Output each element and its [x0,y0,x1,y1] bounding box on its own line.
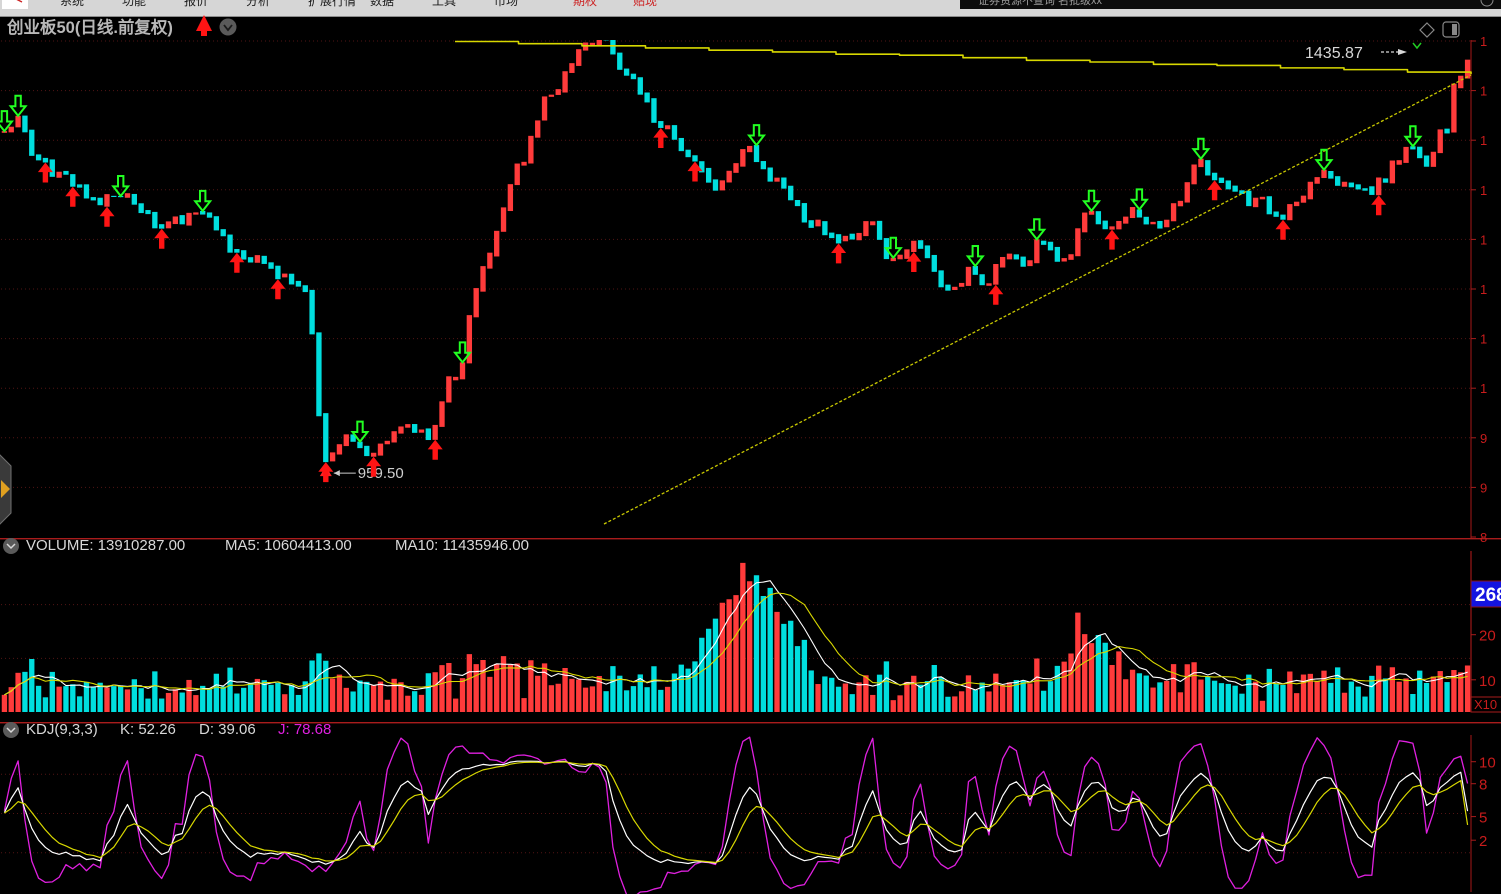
svg-text:1: 1 [1480,183,1487,198]
svg-text:D: 39.06: D: 39.06 [199,721,256,738]
svg-text:1435.87: 1435.87 [1305,45,1363,62]
svg-text:KDJ(9,3,3): KDJ(9,3,3) [26,721,98,738]
svg-text:1: 1 [1480,232,1487,247]
svg-text:2: 2 [1479,833,1487,850]
svg-text:市场: 市场 [494,0,518,8]
svg-text:分析: 分析 [246,0,270,8]
svg-text:1: 1 [1480,381,1487,396]
svg-text:5: 5 [1479,810,1487,827]
svg-text:报价: 报价 [184,0,208,8]
svg-text:8: 8 [1479,777,1487,794]
svg-text:20: 20 [1479,628,1496,645]
svg-text:X10: X10 [1474,697,1497,712]
svg-text:9: 9 [1480,480,1487,495]
svg-text:9: 9 [1480,431,1487,446]
svg-text:1: 1 [1480,34,1487,49]
svg-text:J: 78.68: J: 78.68 [278,721,331,738]
svg-text:10: 10 [1479,755,1496,772]
svg-text:贴现: 贴现 [633,0,657,8]
svg-text:K: 52.26: K: 52.26 [120,721,176,738]
svg-text:VOLUME: 13910287.00: VOLUME: 13910287.00 [26,537,185,554]
svg-text:MA5: 10604413.00: MA5: 10604413.00 [225,537,352,554]
svg-text:系统: 系统 [60,0,84,8]
svg-text:MA10: 11435946.00: MA10: 11435946.00 [395,537,529,554]
svg-text:数据: 数据 [370,0,394,8]
svg-text:1: 1 [1480,133,1487,148]
svg-text:1: 1 [1480,332,1487,347]
svg-text:功能: 功能 [122,0,146,8]
svg-text:工具: 工具 [432,0,456,8]
svg-text:期权: 期权 [573,0,597,8]
svg-text:创业板50(日线.前复权): 创业板50(日线.前复权) [6,17,173,37]
svg-text:268: 268 [1475,585,1501,606]
svg-text:10: 10 [1479,673,1496,690]
svg-text:959.50: 959.50 [358,465,404,482]
svg-text:1: 1 [1480,84,1487,99]
svg-text:8: 8 [1480,530,1487,545]
svg-text:扩展行情: 扩展行情 [308,0,356,8]
svg-text:1: 1 [1480,282,1487,297]
svg-text:证券资源不查询 名批级xx: 证券资源不查询 名批级xx [978,0,1103,7]
